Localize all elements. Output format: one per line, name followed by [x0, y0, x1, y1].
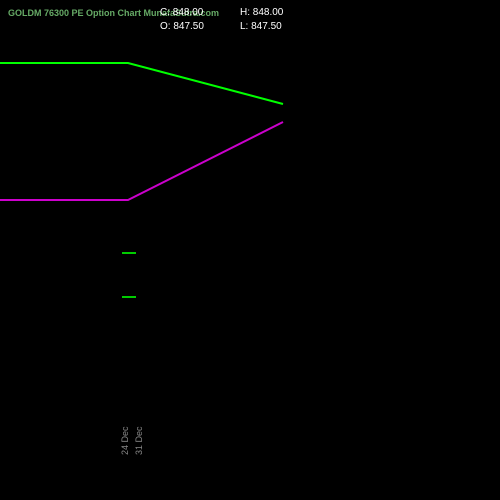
x-axis-label: 24 Dec: [120, 426, 130, 455]
magenta-line: [0, 122, 283, 200]
volume-tick: [122, 252, 136, 254]
volume-tick: [122, 296, 136, 298]
price-chart: [0, 0, 500, 500]
x-axis-label: 31 Dec: [134, 426, 144, 455]
green-line: [0, 63, 283, 104]
